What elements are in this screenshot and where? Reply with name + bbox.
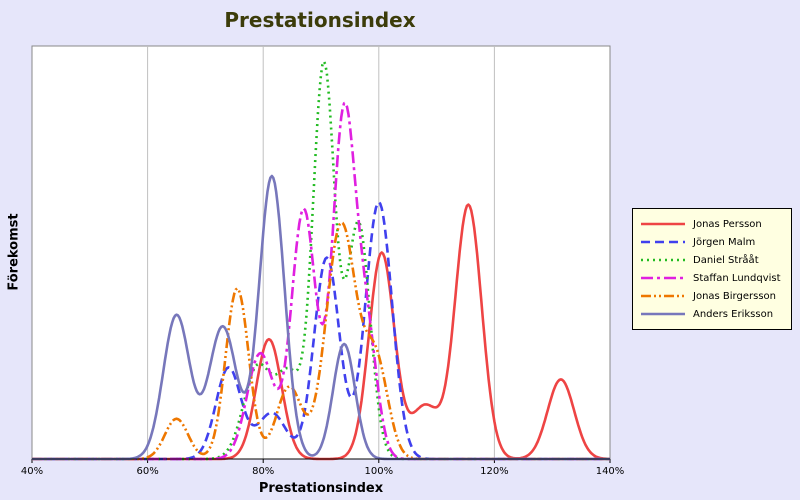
legend-swatch: [641, 258, 685, 262]
x-tick-label: 120%: [480, 466, 509, 477]
x-tick-label: 60%: [136, 466, 158, 477]
legend-label: Jonas Birgersson: [693, 290, 776, 302]
x-tick-label: 80%: [252, 466, 274, 477]
x-tick-label: 140%: [596, 466, 625, 477]
legend-label: Daniel Strååt: [693, 254, 759, 266]
legend-item: Anders Eriksson: [639, 305, 791, 323]
legend-label: Staffan Lundqvist: [693, 272, 781, 284]
legend: Jonas Persson Jörgen Malm Daniel Strååt Sta…: [632, 208, 792, 330]
plot-background: [31, 45, 611, 460]
legend-swatch: [641, 222, 685, 226]
x-tick-label: 100%: [365, 466, 394, 477]
legend-item: Daniel Strååt: [639, 251, 791, 269]
legend-item: Jonas Birgersson: [639, 287, 791, 305]
x-ticks: 40% 60% 80% 100% 120% 140%: [21, 459, 624, 477]
legend-label: Anders Eriksson: [693, 308, 774, 320]
chart-title: Prestationsindex: [224, 8, 416, 32]
legend-item: Staffan Lundqvist: [639, 269, 791, 287]
legend-swatch: [641, 240, 685, 244]
x-axis-label: Prestationsindex: [258, 481, 384, 496]
legend-item: Jonas Persson: [639, 215, 791, 233]
y-axis-label: Förekomst: [6, 213, 22, 291]
legend-label: Jörgen Malm: [693, 236, 756, 248]
legend-swatch: [641, 312, 685, 316]
legend-swatch: [641, 294, 685, 298]
legend-item: Jörgen Malm: [639, 233, 791, 251]
x-tick-label: 40%: [21, 466, 43, 477]
legend-label: Jonas Persson: [693, 218, 762, 230]
legend-swatch: [641, 276, 685, 280]
